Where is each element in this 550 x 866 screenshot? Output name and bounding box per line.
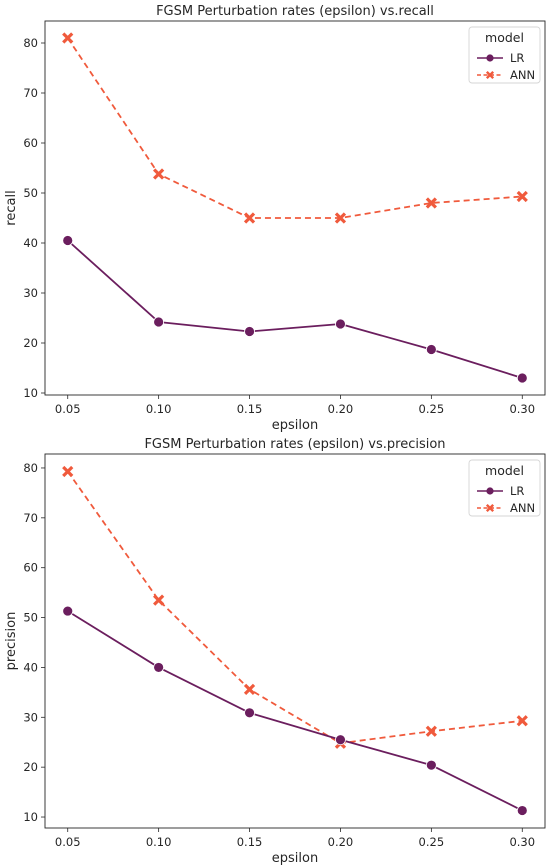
precision-y-tick-label: 70 xyxy=(23,511,38,525)
precision-data-point-ann xyxy=(243,683,256,696)
recall-data-point-lr xyxy=(153,316,165,328)
recall-y-tick-label: 40 xyxy=(23,236,38,250)
precision-legend-title: model xyxy=(485,463,524,478)
recall-series-line-lr xyxy=(67,239,523,379)
recall-x-axis-label: epsilon xyxy=(272,418,318,433)
recall-y-tick-label: 20 xyxy=(23,336,38,350)
recall-x-tick-label: 0.30 xyxy=(509,402,535,416)
precision-y-tick-label: 30 xyxy=(23,710,38,724)
precision-y-tick-label: 10 xyxy=(23,810,38,824)
recall-legend-box xyxy=(468,26,541,84)
recall-data-point-ann xyxy=(153,168,165,180)
recall-data-point-ann xyxy=(334,212,347,224)
recall-data-point-lr xyxy=(425,344,437,355)
precision-data-point-lr xyxy=(425,759,437,771)
precision-legend: model LR ANN xyxy=(468,459,541,517)
recall-y-tick-label: 80 xyxy=(23,36,38,50)
precision-legend-marker-lr xyxy=(486,487,494,495)
recall-data-point-lr xyxy=(335,318,346,330)
recall-x-tick-label: 0.15 xyxy=(237,402,263,416)
recall-x-tick-label: 0.05 xyxy=(55,402,81,416)
precision-legend-label-lr: LR xyxy=(510,484,524,498)
recall-y-tick-label: 30 xyxy=(23,286,38,300)
precision-data-point-ann xyxy=(153,594,165,606)
recall-legend-marker-lr xyxy=(486,54,494,62)
precision-data-point-ann xyxy=(62,465,74,478)
precision-legend-label-ann: ANN xyxy=(510,501,535,515)
precision-legend-marker-ann xyxy=(485,503,495,513)
precision-chart-title: FGSM Perturbation rates (epsilon) vs.pre… xyxy=(144,437,445,452)
precision-x-axis-label: epsilon xyxy=(272,851,318,866)
precision-x-tick-label: 0.05 xyxy=(55,835,81,849)
precision-x-tick-label: 0.30 xyxy=(509,835,535,849)
recall-chart: FGSM Perturbation rates (epsilon) vs.rec… xyxy=(4,4,546,433)
recall-x-tick-label: 0.10 xyxy=(146,402,172,416)
recall-data-point-lr xyxy=(62,235,74,246)
recall-legend-title: model xyxy=(485,30,524,45)
recall-y-axis-label: recall xyxy=(4,190,19,225)
precision-y-tick-label: 20 xyxy=(23,760,38,774)
recall-x-tick-label: 0.20 xyxy=(328,402,354,416)
precision-data-point-ann xyxy=(425,725,437,737)
precision-data-point-lr xyxy=(153,662,165,673)
precision-chart: FGSM Perturbation rates (epsilon) vs.pre… xyxy=(4,437,546,866)
recall-data-point-ann xyxy=(243,212,256,224)
precision-x-tick-label: 0.15 xyxy=(237,835,263,849)
recall-y-tick-label: 70 xyxy=(23,86,38,100)
precision-data-point-lr xyxy=(335,734,346,746)
recall-legend-marker-ann xyxy=(485,70,495,80)
recall-data-point-ann xyxy=(516,190,528,203)
precision-plot-area xyxy=(44,453,546,829)
precision-y-tick-label: 50 xyxy=(23,611,38,625)
precision-y-tick-label: 80 xyxy=(23,461,38,475)
precision-series-line-lr xyxy=(67,610,523,812)
recall-chart-title: FGSM Perturbation rates (epsilon) vs.rec… xyxy=(156,4,434,19)
precision-x-tick-label: 0.20 xyxy=(328,835,354,849)
precision-series-line-ann xyxy=(66,470,523,745)
recall-data-point-ann xyxy=(62,32,74,44)
precision-data-point-lr xyxy=(62,605,74,617)
recall-data-point-lr xyxy=(516,372,528,384)
recall-legend: model LR ANN xyxy=(468,26,541,84)
recall-legend-label-ann: ANN xyxy=(510,68,535,82)
precision-data-point-lr xyxy=(516,805,528,816)
precision-data-point-ann xyxy=(516,715,528,727)
recall-y-tick-label: 60 xyxy=(23,136,38,150)
recall-data-point-ann xyxy=(425,197,437,209)
precision-legend-box xyxy=(468,459,541,517)
recall-legend-label-lr: LR xyxy=(510,51,524,65)
precision-x-tick-label: 0.25 xyxy=(419,835,445,849)
precision-y-axis-label: precision xyxy=(4,612,19,671)
recall-series-line-ann xyxy=(66,37,523,219)
recall-plot-area xyxy=(44,20,546,396)
recall-data-point-lr xyxy=(244,326,255,337)
recall-y-tick-label: 50 xyxy=(23,186,38,200)
recall-y-tick-label: 10 xyxy=(23,386,38,400)
precision-data-point-lr xyxy=(244,707,255,719)
recall-x-tick-label: 0.25 xyxy=(419,402,445,416)
precision-y-tick-label: 60 xyxy=(23,561,38,575)
precision-y-tick-label: 40 xyxy=(23,660,38,674)
precision-x-tick-label: 0.10 xyxy=(146,835,172,849)
